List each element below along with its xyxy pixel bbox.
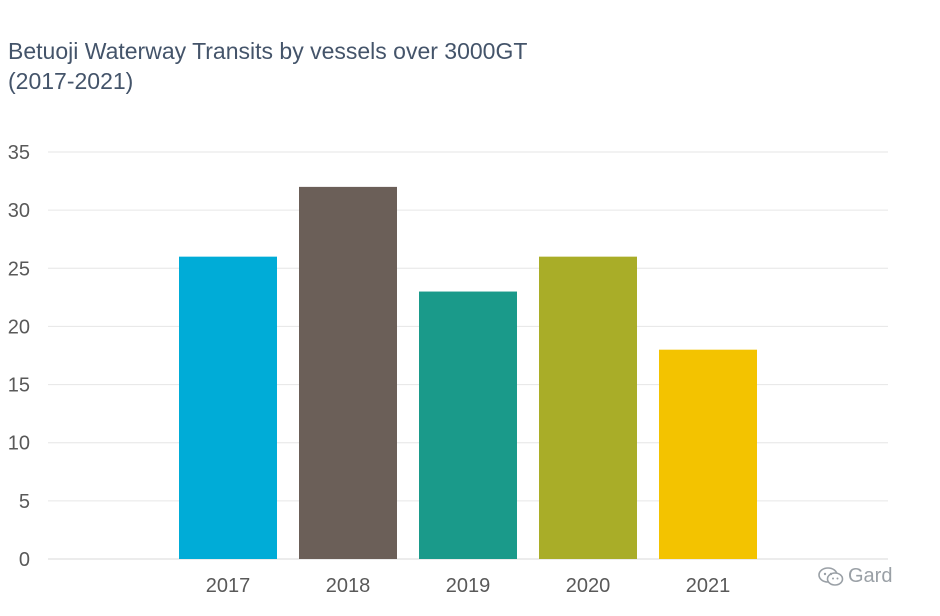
x-axis-tick-labels: 2017 2018 2019 2020 2021 xyxy=(206,575,731,597)
y-tick-label: 10 xyxy=(8,433,30,455)
y-axis-tick-labels: 0 5 10 15 20 25 30 35 xyxy=(8,142,30,571)
watermark-text: Gard xyxy=(848,565,893,587)
bar-2018 xyxy=(299,186,397,559)
y-tick-label: 5 xyxy=(19,491,30,513)
wechat-icon xyxy=(818,566,844,586)
y-tick-label: 25 xyxy=(8,258,30,280)
chart-title: Betuoji Waterway Transits by vessels ove… xyxy=(8,36,527,96)
bar-2017 xyxy=(179,256,277,559)
x-tick-label-2020: 2020 xyxy=(566,575,611,597)
watermark: Gard xyxy=(818,565,892,588)
chart-title-line-1: Betuoji Waterway Transits by vessels ove… xyxy=(8,38,528,64)
y-tick-label: 15 xyxy=(8,375,30,397)
y-tick-label: 20 xyxy=(8,316,30,338)
y-tick-label: 30 xyxy=(8,200,30,222)
bar-2020 xyxy=(539,256,637,559)
bar-2019 xyxy=(419,291,517,559)
y-tick-label: 0 xyxy=(19,549,30,571)
bar-2021 xyxy=(659,349,757,559)
x-tick-label-2017: 2017 xyxy=(206,575,251,597)
x-tick-label-2019: 2019 xyxy=(446,575,491,597)
x-tick-label-2021: 2021 xyxy=(686,575,731,597)
y-tick-label: 35 xyxy=(8,142,30,164)
chart-title-line-2: (2017-2021) xyxy=(8,68,134,94)
x-tick-label-2018: 2018 xyxy=(326,575,371,597)
bars xyxy=(179,186,757,559)
